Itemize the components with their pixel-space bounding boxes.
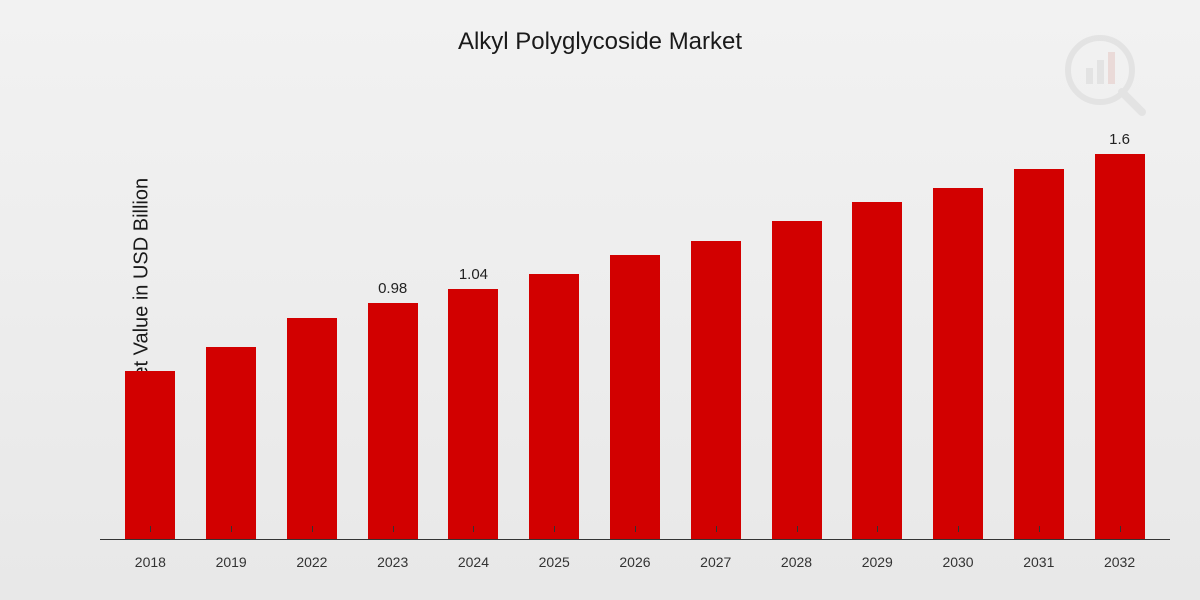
- x-tick-label: 2024: [433, 554, 514, 570]
- bar-group: [918, 130, 999, 539]
- bar-group: [514, 130, 595, 539]
- x-tick-label: 2028: [756, 554, 837, 570]
- bar: [287, 318, 337, 539]
- bar-group: 0.98: [352, 130, 433, 539]
- x-tick-mark: [635, 526, 636, 532]
- bar: [933, 188, 983, 539]
- x-tick-mark: [312, 526, 313, 532]
- x-tick-mark: [231, 526, 232, 532]
- bar: [772, 221, 822, 539]
- bar: [1095, 154, 1145, 539]
- x-tick-mark: [150, 526, 151, 532]
- x-tick-label: 2032: [1079, 554, 1160, 570]
- bars-container: 0.98 1.04 1.6: [100, 130, 1170, 539]
- x-tick-mark: [877, 526, 878, 532]
- bar-group: [998, 130, 1079, 539]
- x-tick-label: 2025: [514, 554, 595, 570]
- x-tick-mark: [1120, 526, 1121, 532]
- bar-value-label: 0.98: [378, 280, 407, 297]
- x-tick-label: 2023: [352, 554, 433, 570]
- x-tick-mark: [716, 526, 717, 532]
- x-tick-mark: [1039, 526, 1040, 532]
- x-tick-mark: [393, 526, 394, 532]
- x-axis-labels: 2018201920222023202420252026202720282029…: [100, 554, 1170, 570]
- x-tick-mark: [797, 526, 798, 532]
- bar: [852, 202, 902, 539]
- bar: [1014, 169, 1064, 540]
- x-tick-mark: [958, 526, 959, 532]
- x-tick-label: 2030: [918, 554, 999, 570]
- bar: [691, 241, 741, 539]
- bar: [125, 371, 175, 539]
- bar-group: [110, 130, 191, 539]
- bar: [206, 347, 256, 539]
- x-tick-label: 2031: [998, 554, 1079, 570]
- bar-group: [837, 130, 918, 539]
- x-tick-label: 2027: [675, 554, 756, 570]
- x-tick-label: 2022: [272, 554, 353, 570]
- bar-value-label: 1.6: [1109, 131, 1130, 148]
- bar: [448, 289, 498, 539]
- chart-title: Alkyl Polyglycoside Market: [0, 28, 1200, 56]
- bar-group: [675, 130, 756, 539]
- bar-group: 1.04: [433, 130, 514, 539]
- bar-value-label: 1.04: [459, 266, 488, 283]
- bar-group: [272, 130, 353, 539]
- bar: [368, 303, 418, 539]
- bar-group: 1.6: [1079, 130, 1160, 539]
- plot-area: 0.98 1.04 1.6: [100, 130, 1170, 540]
- bar-group: [756, 130, 837, 539]
- bar-group: [595, 130, 676, 539]
- bar: [610, 255, 660, 539]
- x-tick-label: 2019: [191, 554, 272, 570]
- x-tick-mark: [554, 526, 555, 532]
- x-tick-label: 2026: [595, 554, 676, 570]
- watermark-logo-icon: [1060, 30, 1150, 125]
- bar: [529, 274, 579, 539]
- x-tick-label: 2029: [837, 554, 918, 570]
- x-tick-label: 2018: [110, 554, 191, 570]
- bar-group: [191, 130, 272, 539]
- x-tick-mark: [473, 526, 474, 532]
